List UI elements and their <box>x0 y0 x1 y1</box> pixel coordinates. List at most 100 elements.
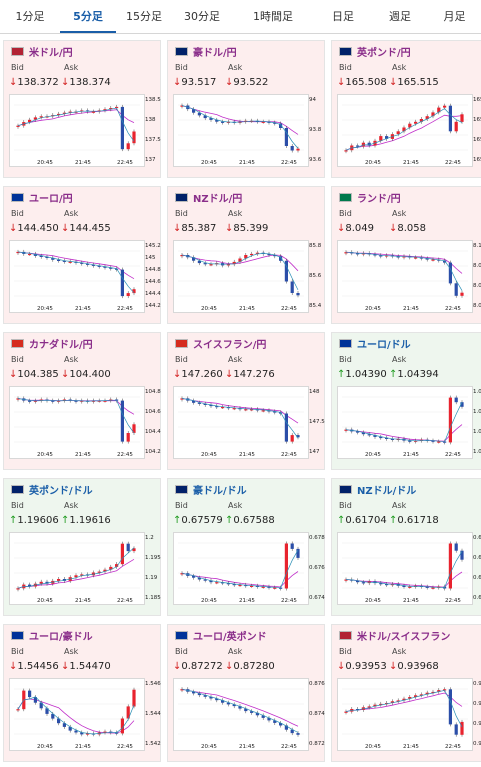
candle-body <box>443 260 447 263</box>
tab-timeframe[interactable]: 1時間足 <box>253 10 293 23</box>
currency-card[interactable]: スイスフラン/円 Bid Ask ↓147.260 ↓147.276 148 147.5 14… <box>167 332 325 470</box>
candle-body <box>192 691 196 694</box>
candle-body <box>431 587 435 589</box>
currency-card[interactable]: 豪ドル/円 Bid Ask ↓93.517 ↓93.522 94 93.8 93.6 20:45… <box>167 40 325 178</box>
moving-average-short <box>17 107 135 142</box>
mini-candlestick-chart[interactable] <box>9 386 145 459</box>
currency-card[interactable]: ユーロ/豪ドル Bid Ask ↓1.54456 ↓1.54470 1.546 1.544 1… <box>3 624 161 762</box>
ask-label: Ask <box>228 355 243 364</box>
ask-label: Ask <box>392 63 407 72</box>
y-tick-label: 165.4 <box>473 117 481 123</box>
chart-canvas <box>342 103 468 154</box>
bid-label: Bid <box>175 355 188 364</box>
currency-card[interactable]: ランド/円BidAsk↓8.049↓8.0588.18.088.068.0420… <box>331 186 481 324</box>
candle-body <box>261 715 265 718</box>
chart-canvas <box>342 250 468 298</box>
mini-candlestick-chart[interactable] <box>337 678 473 751</box>
bid-price: 147.260 <box>181 369 223 380</box>
candle-body <box>126 143 130 150</box>
tab-timeframe[interactable]: 月足 <box>443 10 466 23</box>
pair-name-link[interactable]: 英ポンド/ドル <box>29 486 93 497</box>
pair-name-link[interactable]: ランド/円 <box>357 194 401 205</box>
candle-body <box>390 438 394 440</box>
pair-name-link[interactable]: NZドル/ドル <box>357 486 417 497</box>
candle-body <box>238 584 242 587</box>
candle-body <box>115 732 119 734</box>
arrow-down-icon: ↓ <box>337 77 346 88</box>
tab-timeframe[interactable]: 1分足 <box>15 10 45 23</box>
chart-canvas <box>178 541 304 591</box>
pair-name-link[interactable]: カナダドル/円 <box>29 340 93 351</box>
us-ch-flag-icon <box>339 631 352 640</box>
pair-name-link[interactable]: ユーロ/豪ドル <box>29 632 93 643</box>
mini-candlestick-chart[interactable] <box>9 240 145 313</box>
tab-timeframe[interactable]: 週足 <box>389 10 411 23</box>
mini-candlestick-chart[interactable] <box>337 94 473 167</box>
mini-candlestick-chart[interactable] <box>173 94 309 167</box>
mini-candlestick-chart[interactable] <box>337 240 473 313</box>
candle-body <box>431 440 435 442</box>
candle-body <box>284 725 288 730</box>
mini-candlestick-chart[interactable] <box>173 240 309 313</box>
candle-body <box>28 400 32 402</box>
pair-name-link[interactable]: 豪ドル/円 <box>193 48 237 59</box>
candle-body <box>80 262 84 264</box>
currency-card[interactable]: 米ドル/円 Bid Ask ↓138.372 ↓138.374 138.5 138 137.5… <box>3 40 161 178</box>
candle-body <box>80 574 84 576</box>
moving-average-short <box>345 108 463 151</box>
currency-card[interactable]: カナダドル/円 Bid Ask ↓104.385 ↓104.400 104.8 104.6 1… <box>3 332 161 470</box>
y-tick-label: 0.674 <box>309 595 325 601</box>
tab-timeframe[interactable]: 15分足 <box>126 10 162 23</box>
pair-name-link[interactable]: ユーロ/円 <box>29 194 73 205</box>
y-tick-label: 0.614 <box>473 595 481 601</box>
ask-label: Ask <box>392 355 407 364</box>
y-tick-label: 104.4 <box>145 429 161 435</box>
y-tick-label: 148 <box>309 389 320 395</box>
candle-body <box>126 433 130 442</box>
currency-card[interactable]: NZドル/円 Bid Ask ↓85.387 ↓85.399 85.8 85.6 85.4 20… <box>167 186 325 324</box>
pair-name-link[interactable]: 豪ドル/ドル <box>193 486 247 497</box>
mini-candlestick-chart[interactable] <box>173 532 309 605</box>
currency-card[interactable]: 英ポンド/ドル Bid Ask ↑1.19606 ↑1.19616 1.2 1.195 1.1… <box>3 478 161 616</box>
mini-candlestick-chart[interactable] <box>9 94 145 167</box>
candle-body <box>425 586 429 588</box>
mini-candlestick-chart[interactable] <box>337 386 473 459</box>
candle-body <box>408 697 412 699</box>
pair-name-link[interactable]: 米ドル/円 <box>29 48 73 59</box>
candle-body <box>209 264 213 266</box>
mini-candlestick-chart[interactable] <box>9 678 145 751</box>
pair-name-link[interactable]: 英ポンド/円 <box>357 48 411 59</box>
candle-body <box>209 118 213 120</box>
currency-card[interactable]: 米ドル/スイスフランBidAsk↓0.93953↓0.939680.9420.9… <box>331 624 481 762</box>
tab-timeframe[interactable]: 30分足 <box>184 10 220 23</box>
mini-candlestick-chart[interactable] <box>173 386 309 459</box>
arrow-down-icon: ↓ <box>225 661 234 672</box>
pair-name-link[interactable]: ユーロ/英ポンド <box>193 632 267 643</box>
mini-candlestick-chart[interactable] <box>9 532 145 605</box>
currency-card[interactable]: 豪ドル/ドル Bid Ask ↑0.67579 ↑0.67588 0.678 0.676 0.… <box>167 478 325 616</box>
tab-timeframe[interactable]: 5分足 <box>60 0 116 33</box>
candle-body <box>273 411 277 413</box>
x-tick-label: 20:45 <box>365 452 381 458</box>
currency-card[interactable]: NZドル/ドルBidAsk↑0.61704↑0.617180.620.6180.… <box>331 478 481 616</box>
bid-label: Bid <box>11 209 24 218</box>
mini-candlestick-chart[interactable] <box>173 678 309 751</box>
pair-name-link[interactable]: 米ドル/スイスフラン <box>357 632 451 643</box>
pair-name-link[interactable]: スイスフラン/円 <box>193 340 267 351</box>
currency-card[interactable]: 英ポンド/円BidAsk↓165.508↓165.515165.6165.416… <box>331 40 481 178</box>
candle-body <box>367 706 371 708</box>
mini-candlestick-chart[interactable] <box>337 532 473 605</box>
x-tick-label: 22:45 <box>445 744 461 750</box>
pair-name-link[interactable]: ユーロ/ドル <box>357 340 411 351</box>
bid-value: ↑0.61704 <box>337 515 387 526</box>
tab-timeframe[interactable]: 日足 <box>332 10 354 23</box>
candle-body <box>226 583 230 585</box>
currency-card[interactable]: ユーロ/円 Bid Ask ↓144.450 ↓144.455 145.2 145 144.8… <box>3 186 161 324</box>
currency-card[interactable]: ユーロ/英ポンド Bid Ask ↓0.87272 ↓0.87280 0.876 0.874… <box>167 624 325 762</box>
candle-body <box>396 131 400 135</box>
x-tick-label: 21:45 <box>403 598 419 604</box>
y-tick-label: 0.936 <box>473 741 481 747</box>
pair-name-link[interactable]: NZドル/円 <box>193 194 243 205</box>
currency-card[interactable]: ユーロ/ドルBidAsk↑1.04390↑1.043941.0461.0441.… <box>331 332 481 470</box>
candle-body <box>408 586 412 588</box>
